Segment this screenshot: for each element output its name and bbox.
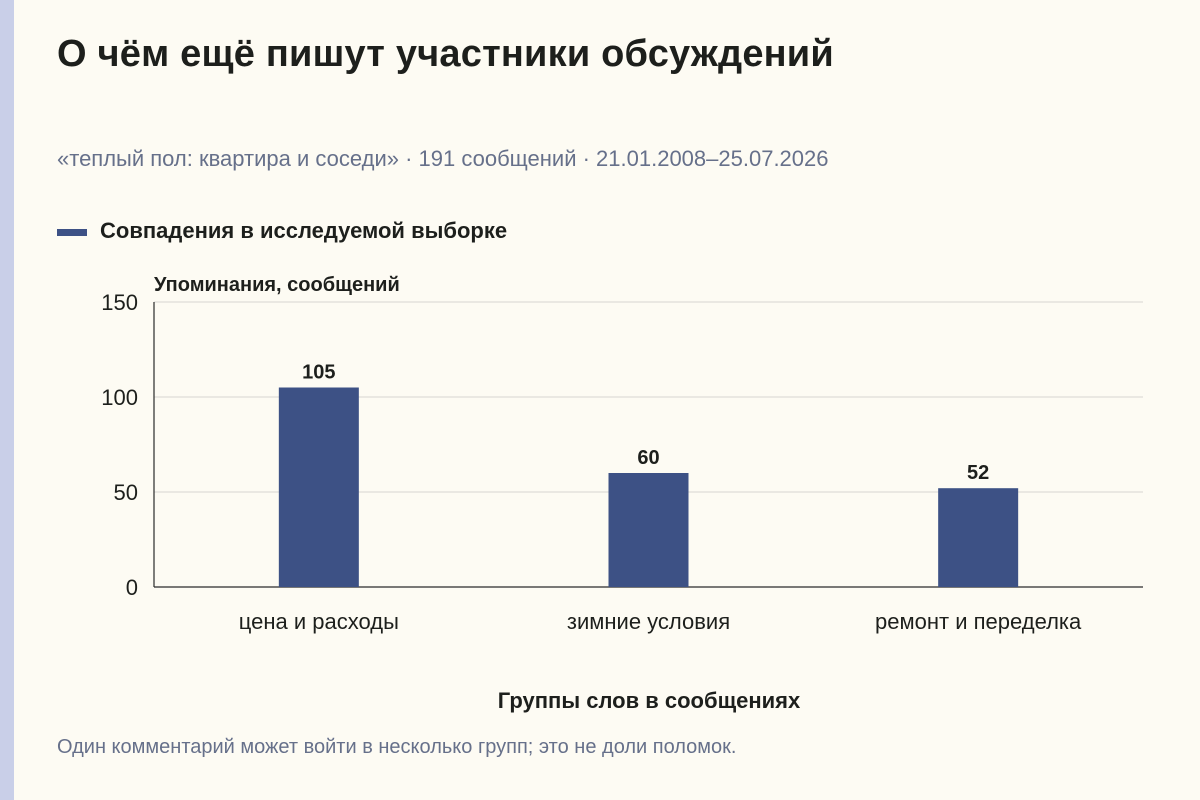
bar-value-label: 105 bbox=[302, 362, 335, 384]
y-axis-label: Упоминания, сообщений bbox=[154, 274, 400, 296]
x-category-label: цена и расходы bbox=[239, 609, 399, 634]
footnote: Один комментарий может войти в несколько… bbox=[57, 736, 737, 758]
bar bbox=[278, 387, 359, 587]
y-tick-label: 0 bbox=[126, 575, 138, 600]
bar bbox=[608, 473, 689, 587]
legend-label: Совпадения в исследуемой выборке bbox=[100, 218, 508, 243]
bar bbox=[938, 488, 1019, 587]
x-category-label: зимние условия bbox=[567, 609, 730, 634]
x-category-label: ремонт и переделка bbox=[875, 609, 1082, 634]
bar-value-label: 52 bbox=[967, 462, 989, 484]
y-tick-label: 50 bbox=[114, 480, 138, 505]
y-tick-label: 150 bbox=[101, 290, 138, 315]
chart-legend: Совпадения в исследуемой выборке bbox=[57, 218, 507, 244]
bars bbox=[278, 387, 1019, 587]
y-tick-label: 100 bbox=[101, 385, 138, 410]
bar-value-label: 60 bbox=[637, 447, 659, 469]
legend-swatch bbox=[57, 229, 87, 236]
x-axis-category-labels: цена и расходы зимние условия ремонт и пер… bbox=[239, 609, 1082, 634]
page-title: О чём ещё пишут участники обсуждений bbox=[57, 33, 834, 75]
y-axis-ticks: 0 50 100 150 bbox=[101, 290, 138, 600]
x-axis-label: Группы слов в сообщениях bbox=[498, 688, 801, 713]
side-accent-strip bbox=[0, 0, 14, 800]
page-subtitle: «теплый пол: квартира и соседи» · 191 со… bbox=[57, 146, 829, 171]
bar-value-labels: 105 60 52 bbox=[302, 362, 989, 485]
